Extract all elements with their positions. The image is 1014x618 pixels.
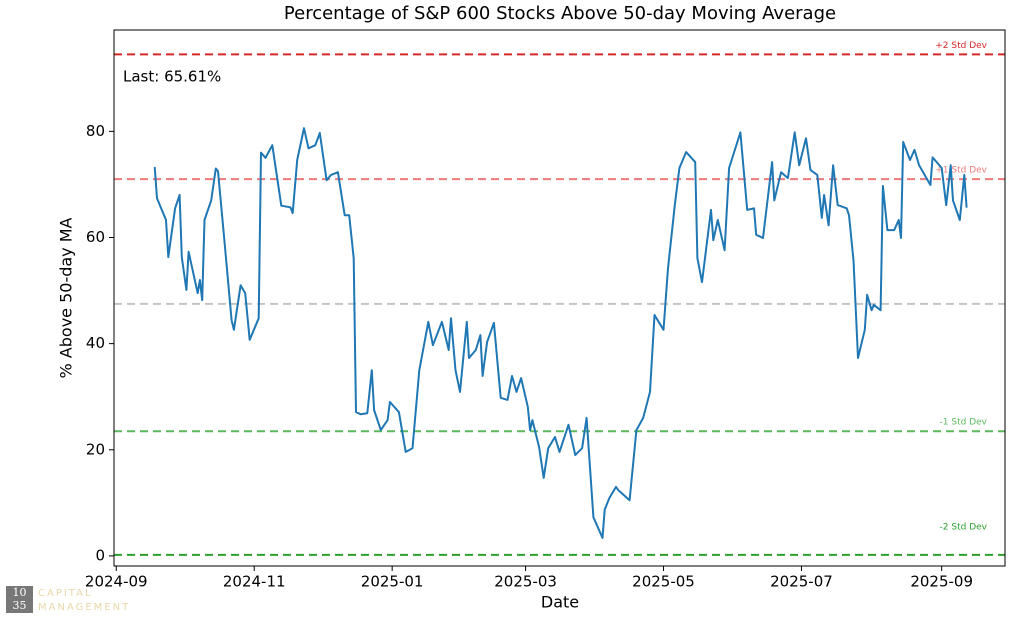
chart-title: Percentage of S&P 600 Stocks Above 50-da… bbox=[284, 3, 836, 24]
x-tick-label: 2024-11 bbox=[223, 573, 286, 591]
data-line bbox=[153, 127, 968, 539]
watermark: 10 35 CAPITAL MANAGEMENT bbox=[6, 586, 130, 613]
logo-text: 10 bbox=[13, 586, 27, 599]
reference-label: +2 Std Dev bbox=[935, 41, 987, 51]
logo-text: MANAGEMENT bbox=[38, 602, 130, 613]
x-tick-label: 2024-09 bbox=[85, 573, 148, 591]
reference-label: +1 Std Dev bbox=[935, 166, 987, 176]
x-tick-label: 2025-05 bbox=[632, 573, 695, 591]
plot-frame bbox=[113, 29, 1006, 567]
x-tick-label: 2025-07 bbox=[770, 573, 833, 591]
y-tick-label: 20 bbox=[86, 440, 105, 458]
reference-label: -2 Std Dev bbox=[940, 522, 988, 532]
reference-label: -1 Std Dev bbox=[940, 418, 988, 428]
x-tick-label: 2025-03 bbox=[494, 573, 557, 591]
x-tick-label: 2025-01 bbox=[361, 573, 424, 591]
logo-text: CAPITAL bbox=[38, 588, 93, 599]
y-tick-label: 60 bbox=[86, 228, 105, 246]
logo-box bbox=[6, 586, 33, 613]
y-tick-label: 0 bbox=[95, 546, 105, 564]
y-tick-label: 80 bbox=[86, 122, 105, 140]
x-tick-label: 2025-09 bbox=[910, 573, 973, 591]
y-tick-label: 40 bbox=[86, 334, 105, 352]
annotation: Last: 65.61% bbox=[123, 68, 221, 86]
logo-text: 35 bbox=[13, 599, 27, 612]
y-axis-label: % Above 50-day MA bbox=[57, 217, 76, 378]
x-axis-label: Date bbox=[541, 593, 579, 612]
